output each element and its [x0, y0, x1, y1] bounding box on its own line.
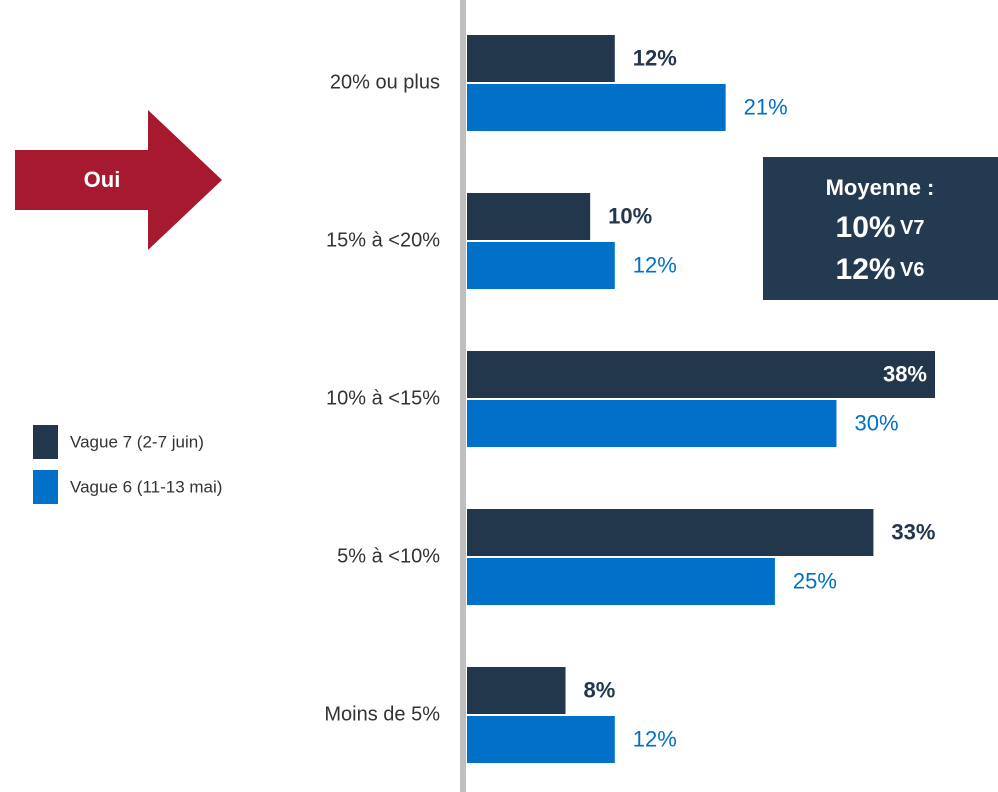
bar [467, 242, 615, 289]
box-label: V6 [900, 259, 924, 281]
legend-swatch [33, 470, 58, 504]
value-label: 21% [744, 94, 788, 119]
value-label: 12% [633, 45, 677, 70]
box-value: 12% [836, 253, 896, 286]
category-label: 5% à <10% [337, 545, 440, 567]
value-label: 12% [633, 252, 677, 277]
box-line: 10% V7 [836, 211, 925, 244]
bar [467, 193, 591, 240]
category-label: 10% à <15% [326, 387, 440, 409]
value-label: 33% [891, 519, 935, 544]
bar [467, 509, 874, 556]
category-label: 20% ou plus [330, 71, 440, 93]
axis-line [460, 0, 466, 792]
arrow [15, 110, 222, 250]
bar [467, 716, 615, 763]
bar [467, 84, 726, 131]
value-label: 8% [584, 677, 616, 702]
legend-label: Vague 7 (2-7 juin) [70, 432, 204, 451]
box-line: 12% V6 [836, 253, 925, 286]
box-title: Moyenne : [826, 175, 935, 200]
box-label: V7 [900, 217, 924, 239]
arrow-label: Oui [84, 167, 121, 192]
value-label: 12% [633, 726, 677, 751]
box-value: 10% [836, 211, 896, 244]
value-label: 25% [793, 568, 837, 593]
bar [467, 35, 615, 82]
category-label: 15% à <20% [326, 229, 440, 251]
bar [467, 400, 837, 447]
value-label: 38% [883, 361, 927, 386]
legend-swatch [33, 425, 58, 459]
value-label: 30% [854, 410, 898, 435]
average-box [763, 157, 998, 300]
value-label: 10% [608, 203, 652, 228]
bar [467, 351, 935, 398]
legend-label: Vague 6 (11-13 mai) [70, 477, 222, 496]
bar [467, 558, 775, 605]
category-label: Moins de 5% [324, 703, 440, 725]
bar [467, 667, 566, 714]
